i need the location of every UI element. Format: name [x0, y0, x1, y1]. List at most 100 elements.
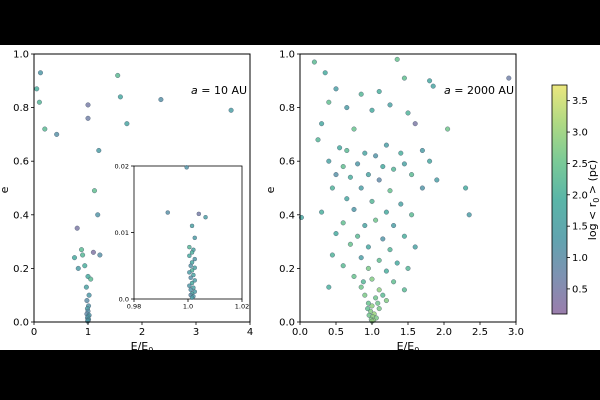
left-x-tick-label: 3 — [193, 327, 199, 338]
right-point — [369, 107, 375, 113]
right-point — [333, 231, 339, 237]
right-point — [326, 158, 332, 164]
right-point — [398, 201, 404, 207]
left-x-tick-label: 4 — [247, 327, 253, 338]
left-point — [96, 147, 102, 153]
inset-point — [189, 295, 195, 300]
right-x-tick-label: 2.0 — [436, 327, 452, 338]
right-point — [383, 298, 389, 304]
right-point — [373, 153, 379, 159]
right-point — [466, 212, 472, 218]
right-point — [401, 75, 407, 81]
right-point — [365, 172, 371, 178]
right-point — [358, 284, 364, 290]
left-annotation: a = 10 AU — [191, 84, 247, 97]
right-point — [506, 75, 512, 81]
right-y-tick-label: 0.0 — [279, 318, 295, 329]
colorbar-tick-label: 3.0 — [572, 128, 588, 139]
right-point — [383, 142, 389, 148]
inset-x-tick-label: 1.0 — [183, 303, 193, 311]
left-point — [79, 247, 85, 253]
right-point — [358, 255, 364, 261]
right-point — [358, 185, 364, 191]
left-point — [95, 212, 101, 218]
right-point — [347, 174, 353, 180]
left-point — [75, 265, 81, 271]
inset-point — [192, 278, 197, 283]
right-point — [340, 164, 346, 170]
inset-zoom: 0.98 1.0 1.02 0.0 0.01 0.02 — [115, 162, 250, 310]
inset-point — [165, 210, 170, 215]
left-x-tick-label: 2 — [139, 327, 145, 338]
right-point — [340, 263, 346, 269]
right-point — [360, 279, 366, 285]
left-point — [124, 121, 130, 127]
right-point — [427, 78, 433, 84]
right-point — [427, 158, 433, 164]
inset-point — [187, 270, 192, 275]
right-point — [412, 244, 418, 250]
left-point — [74, 225, 80, 231]
inset-point — [192, 256, 197, 262]
right-point — [394, 260, 400, 266]
right-annotation: a = 2000 AU — [444, 84, 514, 97]
inset-y-tick-label: 0.02 — [115, 162, 129, 170]
left-point — [83, 284, 89, 290]
right-point — [401, 287, 407, 293]
right-point — [463, 185, 469, 191]
right-point — [326, 99, 332, 105]
right-point — [351, 126, 357, 132]
right-point — [344, 105, 350, 111]
right-point — [380, 164, 386, 170]
left-x-tick-label: 0 — [31, 327, 37, 338]
left-point — [115, 72, 121, 78]
left-point — [117, 94, 123, 100]
right-point — [365, 306, 371, 312]
right-x-tick-label: 0.0 — [292, 327, 308, 338]
right-point — [329, 252, 335, 258]
right-point — [419, 147, 425, 153]
left-y-ticks: 0.0 0.2 0.4 0.6 0.8 1.0 — [13, 50, 34, 329]
right-point — [387, 188, 393, 194]
inset-point — [188, 287, 193, 292]
left-point — [36, 99, 42, 105]
left-x-ticks: 0 1 2 3 4 — [31, 322, 253, 338]
left-point — [71, 255, 77, 261]
right-point — [401, 233, 407, 239]
left-point — [42, 126, 48, 132]
inset-frame — [133, 165, 243, 300]
right-y-tick-label: 0.4 — [279, 210, 295, 221]
right-point — [376, 177, 382, 183]
right-point — [365, 244, 371, 250]
right-point — [319, 209, 325, 215]
inset-point — [192, 265, 197, 270]
right-point — [383, 268, 389, 274]
left-point — [85, 102, 91, 108]
right-y-ticks: 0.0 0.2 0.4 0.6 0.8 1.0 — [279, 50, 300, 329]
inset-point — [187, 283, 192, 288]
colorbar-tick-label: 1.0 — [572, 253, 588, 264]
left-point — [85, 115, 91, 121]
right-point — [394, 56, 400, 62]
colorbar: 0.5 1.0 1.5 2.0 2.5 3.0 3.5 log < r0 > (pc) — [551, 84, 600, 315]
right-y-tick-label: 0.8 — [279, 103, 295, 114]
right-x-tick-label: 2.5 — [472, 327, 488, 338]
left-point — [228, 107, 234, 113]
left-y-tick-label: 0.8 — [13, 103, 29, 114]
right-point — [409, 212, 415, 218]
left-point — [90, 249, 96, 255]
inset-point — [188, 275, 193, 280]
right-point — [365, 265, 371, 271]
right-point — [375, 300, 381, 306]
inset-point — [192, 235, 197, 241]
left-point — [97, 252, 103, 258]
right-x-tick-label: 3.0 — [508, 327, 524, 338]
right-point — [405, 265, 411, 271]
left-y-tick-label: 0.0 — [13, 318, 29, 329]
right-point — [376, 257, 382, 263]
left-point — [88, 276, 94, 282]
left-x-axis-label: E/E0 — [131, 340, 154, 355]
left-point — [80, 252, 86, 258]
right-point — [434, 177, 440, 183]
